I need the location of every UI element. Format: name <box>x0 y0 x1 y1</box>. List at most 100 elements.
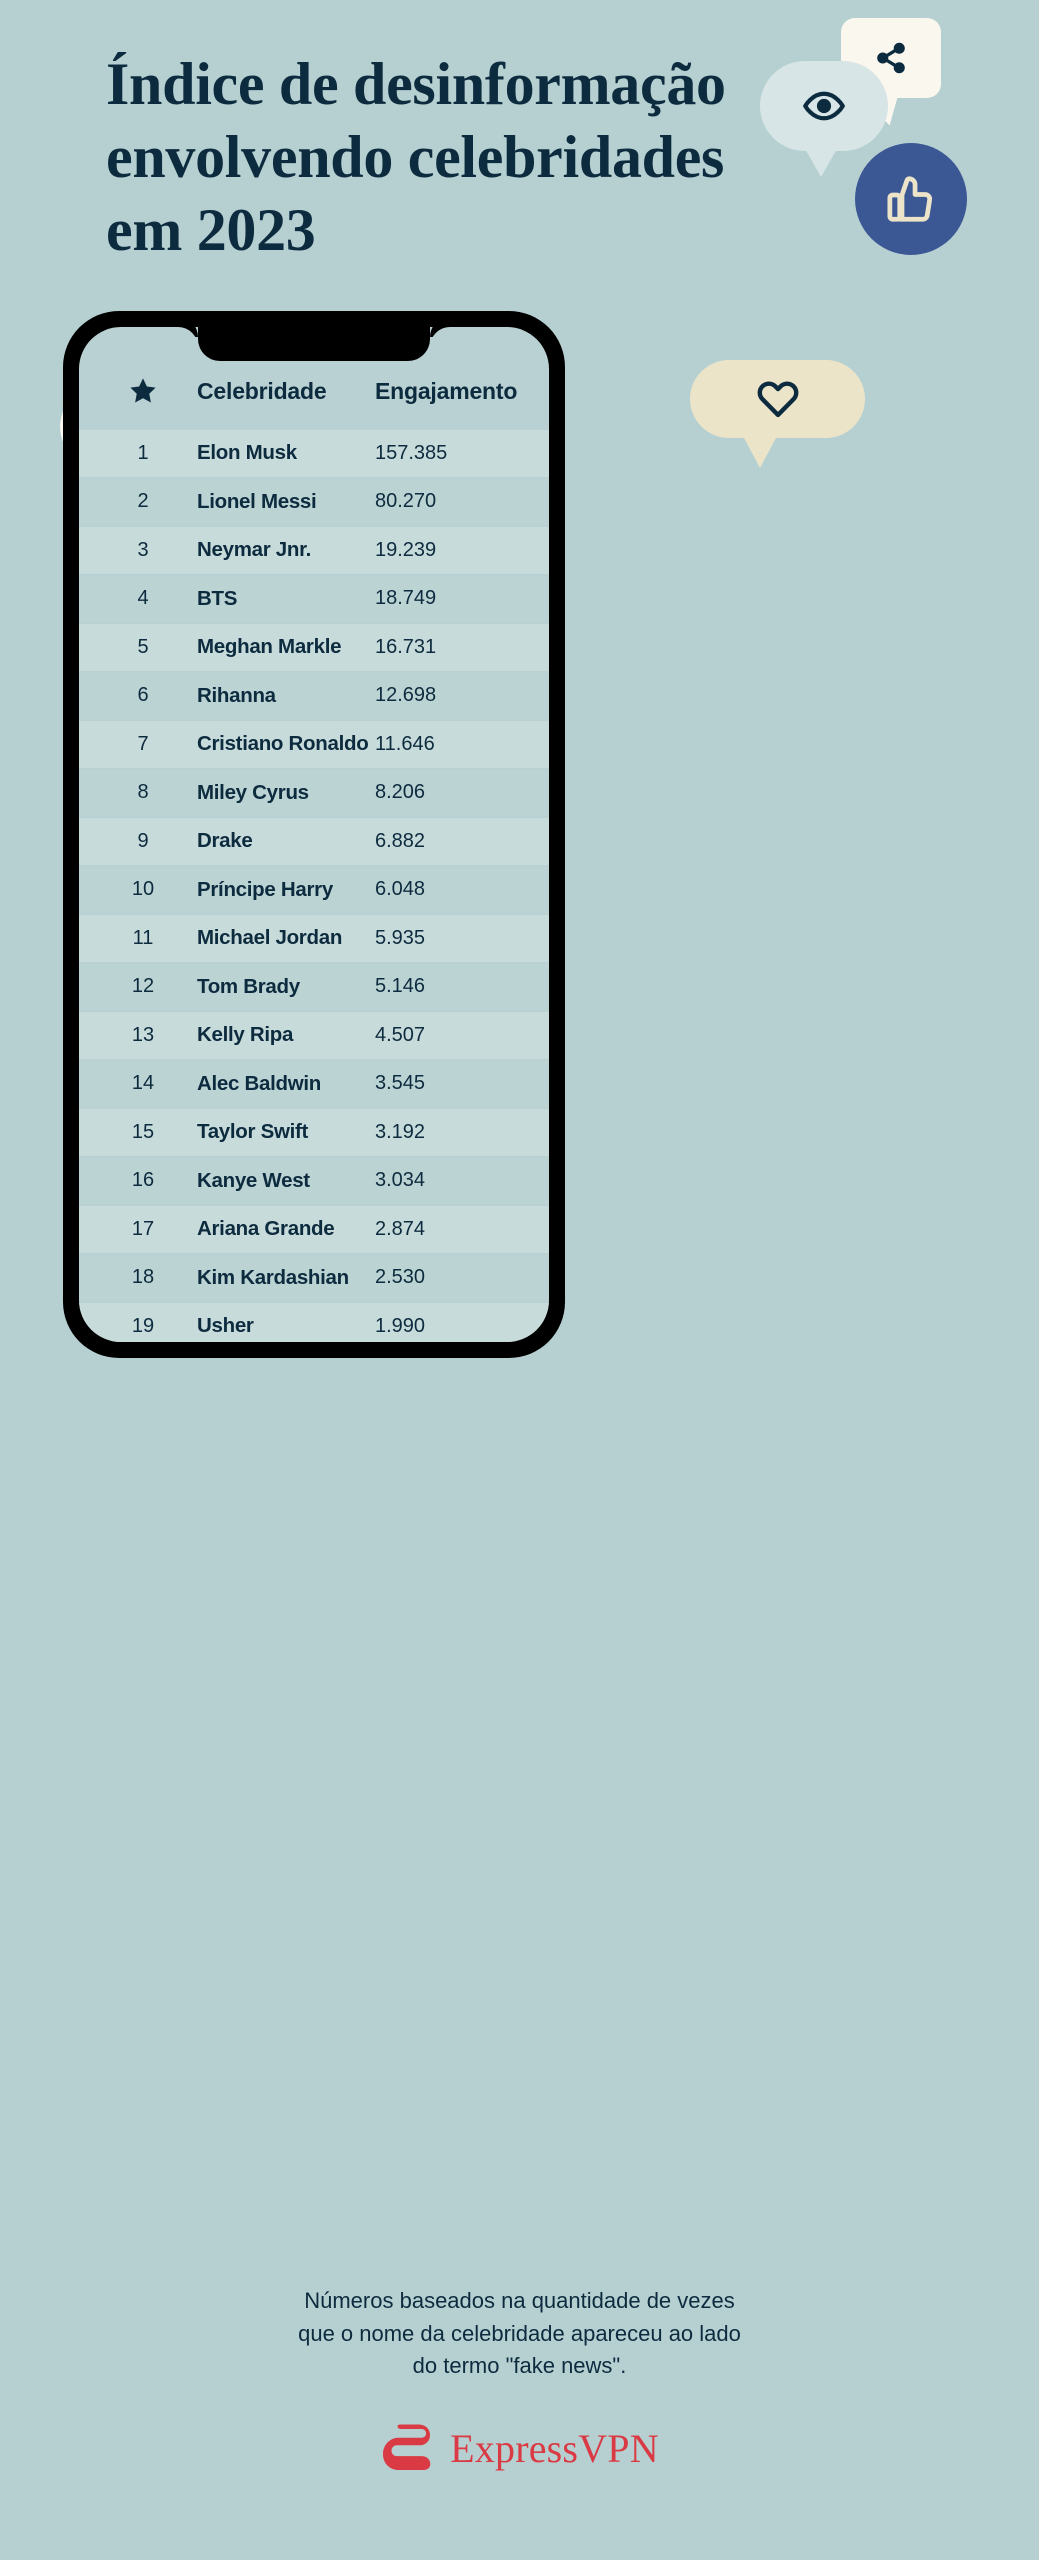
cell-rank: 6 <box>137 684 149 707</box>
cell-rank: 13 <box>131 1023 155 1046</box>
table-row: 4 BTS 18.749 <box>79 575 549 622</box>
cell-engagement-value: 1.990 <box>375 1314 426 1337</box>
cell-rank: 11 <box>132 926 154 949</box>
bubble-tail <box>743 436 777 468</box>
cell-engagement-value: 6.882 <box>375 829 426 852</box>
cell-rank: 3 <box>137 538 149 561</box>
cell-rank: 18 <box>131 1266 155 1289</box>
cell-celebrity-name: Elon Musk <box>197 441 297 465</box>
table-row: 14 Alec Baldwin 3.545 <box>79 1060 549 1107</box>
cell-celebrity-name: Ariana Grande <box>197 1217 335 1241</box>
table-row: 12 Tom Brady 5.146 <box>79 963 549 1010</box>
cell-celebrity-name: Tom Brady <box>197 974 300 998</box>
table-header-row: Celebridade Engajamento <box>79 352 549 430</box>
table-row: 11 Michael Jordan 5.935 <box>79 915 549 962</box>
cell-celebrity-name: Michael Jordan <box>197 926 343 950</box>
table-row: 18 Kim Kardashian 2.530 <box>79 1254 549 1301</box>
page-title: Índice de desinformação envolvendo celeb… <box>106 51 726 264</box>
cell-rank: 2 <box>137 490 149 513</box>
cell-engagement-value: 19.239 <box>375 538 437 561</box>
cell-rank: 9 <box>137 829 149 852</box>
cell-celebrity-name: BTS <box>197 586 238 610</box>
table-row: 13 Kelly Ripa 4.507 <box>79 1012 549 1059</box>
table-row: 7 Cristiano Ronaldo 11.646 <box>79 721 549 768</box>
table-row: 3 Neymar Jnr. 19.239 <box>79 527 549 574</box>
heart-bubble <box>690 360 865 468</box>
table-row: 1 Elon Musk 157.385 <box>79 430 549 477</box>
cell-engagement-value: 12.698 <box>375 684 437 707</box>
table-row: 10 Príncipe Harry 6.048 <box>79 866 549 913</box>
cell-rank: 12 <box>131 975 155 998</box>
like-circle <box>855 143 967 255</box>
heart-icon <box>755 376 801 422</box>
phone-screen: Celebridade Engajamento 1 Elon Musk 157.38… <box>79 327 549 1342</box>
column-header-engagement: Engajamento <box>375 377 518 404</box>
cell-engagement-value: 80.270 <box>375 490 437 513</box>
cell-engagement-value: 157.385 <box>375 441 448 464</box>
table-row: 9 Drake 6.882 <box>79 818 549 865</box>
cell-rank: 15 <box>131 1120 155 1143</box>
share-icon <box>873 40 909 76</box>
cell-celebrity-name: Kelly Ripa <box>197 1023 294 1047</box>
cell-celebrity-name: Lionel Messi <box>197 489 317 513</box>
cell-engagement-value: 3.192 <box>375 1120 426 1143</box>
footnote-line-2: que o nome da celebridade apareceu ao la… <box>298 2320 741 2346</box>
table-row: 15 Taylor Swift 3.192 <box>79 1109 549 1156</box>
expressvpn-logo[interactable]: ExpressVPN <box>380 2421 659 2476</box>
cell-celebrity-name: Príncipe Harry <box>197 877 333 901</box>
table-row: 19 Usher 1.990 <box>79 1303 549 1342</box>
cell-rank: 7 <box>137 732 149 755</box>
cell-engagement-value: 6.048 <box>375 878 426 901</box>
table-row: 16 Kanye West 3.034 <box>79 1157 549 1204</box>
table-row: 6 Rihanna 12.698 <box>79 672 549 719</box>
cell-rank: 14 <box>131 1072 155 1095</box>
eye-bubble <box>760 61 888 177</box>
star-icon <box>89 376 197 406</box>
phone-mockup: Celebridade Engajamento 1 Elon Musk 157.38… <box>63 311 565 1358</box>
cell-rank: 19 <box>131 1314 155 1337</box>
cell-celebrity-name: Kanye West <box>197 1168 310 1192</box>
footnote-line-1: Números baseados na quantidade de vezes <box>304 2288 735 2313</box>
eye-icon <box>801 83 847 129</box>
cell-celebrity-name: Drake <box>197 829 253 853</box>
cell-celebrity-name: Taylor Swift <box>197 1120 309 1144</box>
cell-engagement-value: 3.545 <box>375 1072 426 1095</box>
column-header-celebrity: Celebridade <box>197 377 327 404</box>
cell-engagement-value: 5.146 <box>375 975 426 998</box>
table-body: 1 Elon Musk 157.385 2 Lionel Messi 80.270 3 Ney… <box>79 430 549 1342</box>
cell-celebrity-name: Meghan Markle <box>197 635 342 659</box>
table-row: 8 Miley Cyrus 8.206 <box>79 769 549 816</box>
cell-celebrity-name: Alec Baldwin <box>197 1071 321 1095</box>
cell-engagement-value: 2.530 <box>375 1266 426 1289</box>
table-row: 17 Ariana Grande 2.874 <box>79 1206 549 1253</box>
cell-engagement-value: 16.731 <box>375 635 437 658</box>
ranking-table: Celebridade Engajamento 1 Elon Musk 157.38… <box>79 327 549 1342</box>
cell-engagement-value: 18.749 <box>375 587 437 610</box>
cell-rank: 8 <box>137 781 149 804</box>
cell-celebrity-name: Cristiano Ronaldo <box>197 732 369 756</box>
table-row: 2 Lionel Messi 80.270 <box>79 478 549 525</box>
cell-celebrity-name: Neymar Jnr. <box>197 538 312 562</box>
cell-rank: 4 <box>137 587 149 610</box>
cell-rank: 1 <box>137 441 149 464</box>
expressvpn-mark-icon <box>380 2421 436 2476</box>
cell-celebrity-name: Miley Cyrus <box>197 780 309 804</box>
cell-celebrity-name: Rihanna <box>197 683 276 707</box>
footer: Números baseados na quantidade de vezes … <box>0 2285 1039 2476</box>
cell-engagement-value: 8.206 <box>375 781 426 804</box>
cell-celebrity-name: Kim Kardashian <box>197 1265 349 1289</box>
cell-engagement-value: 2.874 <box>375 1217 426 1240</box>
cell-celebrity-name: Usher <box>197 1314 254 1338</box>
footnote-line-3: do termo "fake news". <box>412 2353 627 2379</box>
cell-rank: 10 <box>131 878 155 901</box>
bubble-tail <box>804 147 838 177</box>
thumbs-up-icon <box>884 172 938 226</box>
cell-rank: 17 <box>131 1217 155 1240</box>
table-row: 5 Meghan Markle 16.731 <box>79 624 549 671</box>
expressvpn-wordmark: ExpressVPN <box>450 2425 659 2471</box>
cell-engagement-value: 5.935 <box>375 926 426 949</box>
cell-rank: 5 <box>137 635 149 658</box>
phone-notch <box>198 327 430 361</box>
cell-engagement-value: 3.034 <box>375 1169 426 1192</box>
cell-engagement-value: 11.646 <box>375 732 435 755</box>
